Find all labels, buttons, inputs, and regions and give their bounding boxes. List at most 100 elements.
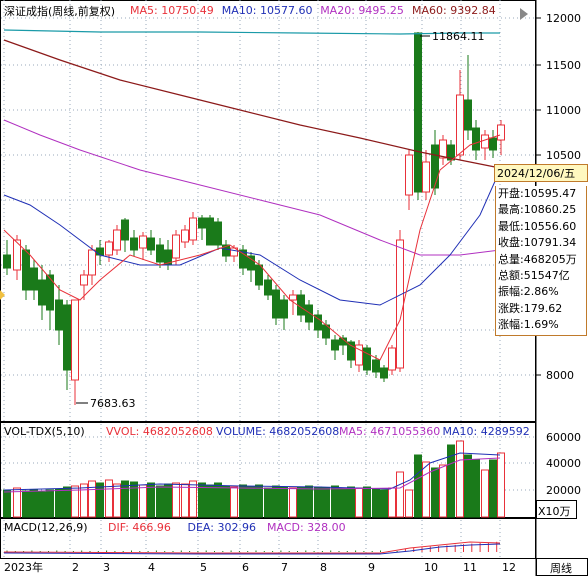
volume-bar-5 xyxy=(46,489,54,518)
x-axis-label: 7 xyxy=(281,561,288,574)
candle-body xyxy=(121,219,129,241)
ma20-line xyxy=(3,119,501,256)
candle-body xyxy=(71,299,79,381)
volume-bar-18 xyxy=(156,485,164,518)
candle-body xyxy=(396,239,404,369)
volume-bar-44 xyxy=(372,488,380,518)
x-axis-label: 6 xyxy=(242,561,249,574)
macd-title: MACD(12,26,9) xyxy=(4,521,88,534)
low-marker-label: 7683.63 xyxy=(90,397,136,410)
volume-bar-41 xyxy=(347,486,355,518)
candle-body xyxy=(447,144,455,161)
ma-legend-item-0: MA5: 10750.49 xyxy=(130,4,214,17)
candle-48 xyxy=(405,150,413,210)
candle-body xyxy=(289,294,297,301)
volume-bar-8 xyxy=(71,485,79,518)
x-axis-label: 10 xyxy=(424,561,438,574)
volume-bar-29 xyxy=(247,486,255,518)
volume-bar-33 xyxy=(280,486,288,518)
volume-bar-39 xyxy=(331,485,339,518)
candle-29 xyxy=(247,252,255,282)
candle-body xyxy=(55,299,63,331)
candle-6 xyxy=(55,285,63,345)
ma60-line xyxy=(3,39,501,169)
candle-body xyxy=(206,217,214,246)
candle-44 xyxy=(372,355,380,378)
candle-body xyxy=(264,279,272,296)
macd-header-item-1: DEA: 302.96 xyxy=(188,521,256,534)
candle-body xyxy=(80,274,88,286)
ma10-line xyxy=(3,169,501,306)
candle-body xyxy=(331,339,339,351)
volume-bar-47 xyxy=(396,471,404,518)
volume-bar-56 xyxy=(472,459,480,518)
candle-body xyxy=(181,229,189,243)
candle-3 xyxy=(30,260,38,300)
candle-21 xyxy=(181,225,189,248)
volume-axis-label: 60000 xyxy=(546,431,581,444)
candle-18 xyxy=(156,238,164,268)
candle-body xyxy=(130,237,138,251)
high-marker-label: 11864.11 xyxy=(432,30,485,43)
candle-body xyxy=(13,239,21,271)
candle-body xyxy=(30,267,38,291)
price-axis-label: 8000 xyxy=(546,369,574,382)
candle-26 xyxy=(222,240,230,262)
volume-bar-28 xyxy=(239,484,247,518)
candle-body xyxy=(46,274,54,311)
price-axis-label: 10500 xyxy=(546,149,581,162)
info-close: 收盘:10791.34 xyxy=(498,236,577,250)
candle-31 xyxy=(264,275,272,300)
x-axis-label: 11 xyxy=(463,561,477,574)
candle-15 xyxy=(130,230,138,256)
volume-axis-label: 40000 xyxy=(546,457,581,470)
candle-body xyxy=(63,304,71,371)
volume-bar-55 xyxy=(464,454,472,518)
candle-body xyxy=(247,255,255,271)
volume-bar-3 xyxy=(30,489,38,518)
price-axis-label: 12000 xyxy=(546,12,581,25)
volume-bar-31 xyxy=(264,487,272,518)
panel-title: 深证成指(周线,前复权) xyxy=(4,5,116,18)
candle-body xyxy=(497,124,505,141)
volume-bar-26 xyxy=(222,485,230,518)
candle-5 xyxy=(46,270,54,330)
candle-body xyxy=(464,99,472,131)
volume-title: VOL-TDX(5,10) xyxy=(4,425,85,438)
candle-body xyxy=(481,134,489,149)
candle-body xyxy=(113,229,121,251)
candle-25 xyxy=(214,218,222,250)
volume-bar-10 xyxy=(88,480,96,518)
candle-0 xyxy=(3,240,11,275)
price-panel-frame xyxy=(0,0,536,422)
volume-bar-32 xyxy=(272,485,280,518)
candle-body xyxy=(222,244,230,257)
volume-bar-0 xyxy=(3,489,11,518)
candle-52 xyxy=(439,135,447,165)
volume-bar-46 xyxy=(388,487,396,518)
volume-bar-14 xyxy=(121,480,129,518)
candle-body xyxy=(422,161,430,193)
candle-54 xyxy=(456,70,464,160)
volume-bar-25 xyxy=(214,482,222,518)
macd-dif-line xyxy=(3,541,501,554)
x-axis-label: 4 xyxy=(148,561,155,574)
volume-bar-42 xyxy=(355,487,363,518)
candle-14 xyxy=(121,218,129,252)
x-axis-label: 3 xyxy=(103,561,110,574)
period-label[interactable]: 周线 xyxy=(550,562,572,575)
candle-body xyxy=(388,347,396,371)
candle-39 xyxy=(331,335,339,360)
candle-body xyxy=(189,217,197,241)
candle-37 xyxy=(314,310,322,338)
volume-bar-58 xyxy=(489,459,497,518)
volume-bar-19 xyxy=(164,483,172,518)
candle-47 xyxy=(396,230,404,372)
volume-ma10-line xyxy=(3,457,501,493)
candle-body xyxy=(431,144,439,189)
volume-bar-36 xyxy=(305,485,313,518)
candle-12 xyxy=(105,240,113,262)
candle-body xyxy=(147,237,155,251)
candle-55 xyxy=(464,55,472,140)
